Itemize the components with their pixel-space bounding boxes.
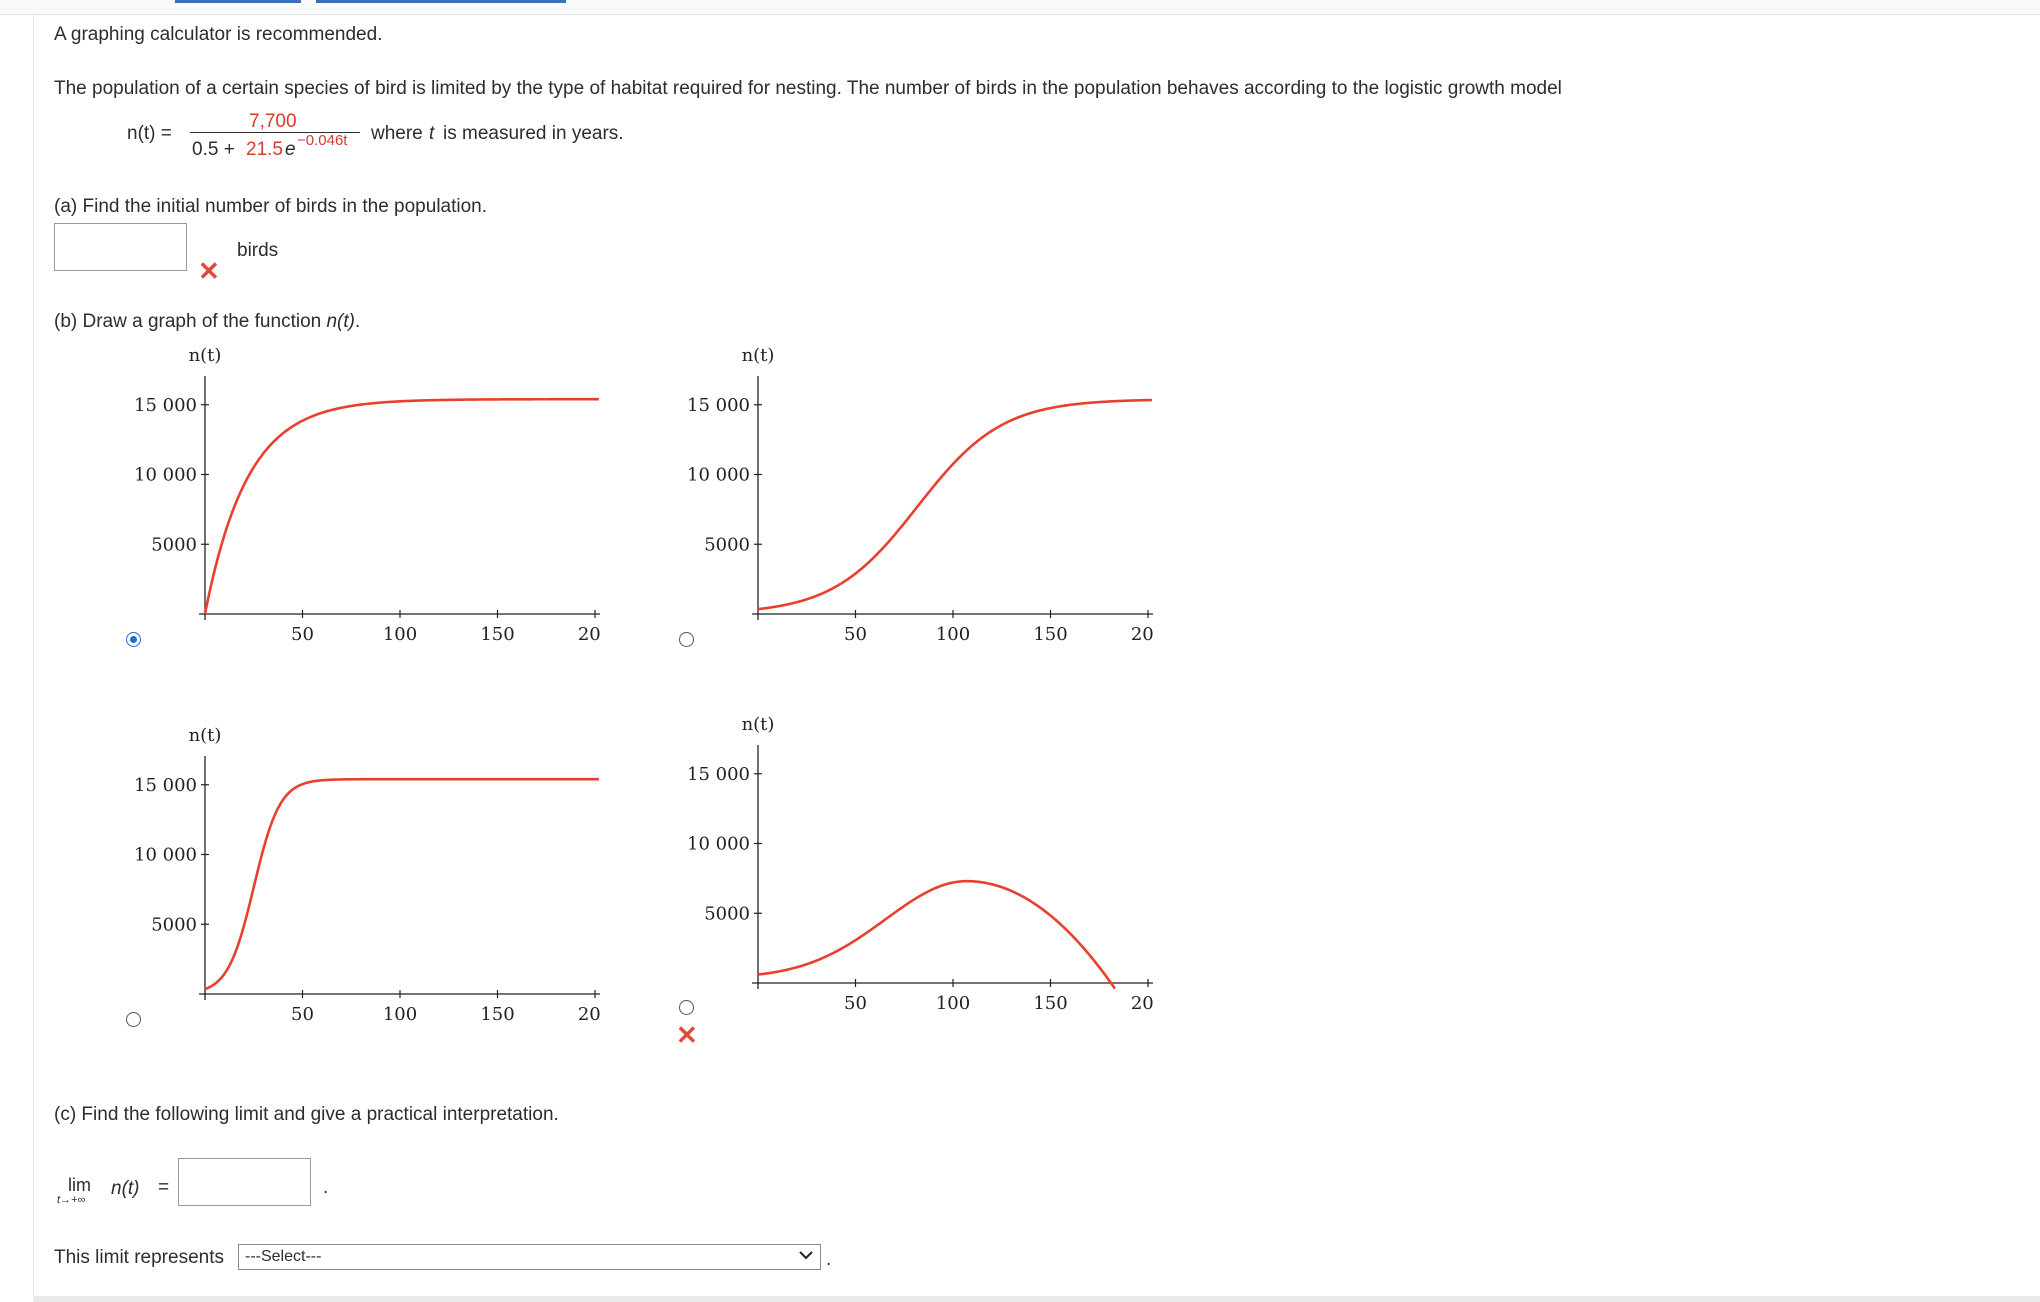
x-tick-label: 200 (1131, 624, 1153, 645)
x-tick-label: 150 (480, 1004, 514, 1025)
x-tick-label: 100 (383, 624, 417, 645)
x-tick-label: 50 (844, 993, 867, 1014)
x-tick-label: 200 (578, 624, 600, 645)
chevron-down-icon (799, 1251, 813, 1260)
y-tick-label: 10 000 (687, 465, 750, 486)
formula-denominator-coef: 21.5 (246, 139, 283, 160)
graph-option-2-radio[interactable] (679, 632, 694, 647)
tab-indicator (175, 0, 301, 3)
y-tick-label: 5000 (704, 903, 750, 924)
y-tick-label: 15 000 (134, 775, 197, 796)
y-tick-label: 5000 (151, 534, 197, 555)
formula-numerator: 7,700 (249, 111, 297, 132)
y-tick-label: 5000 (704, 534, 750, 555)
x-tick-label: 150 (1033, 993, 1067, 1014)
x-tick-label: 100 (383, 1004, 417, 1025)
limit-period: . (323, 1177, 329, 1198)
select-value: ---Select--- (245, 1248, 322, 1265)
y-tick-label: 5000 (151, 914, 197, 935)
fraction-bar (190, 132, 360, 133)
graph-option-1-radio[interactable] (126, 632, 141, 647)
limit-interpretation-select[interactable]: ---Select--- (238, 1244, 821, 1270)
x-tick-label: 200 (578, 1004, 600, 1025)
limit-function: n(t) (111, 1178, 140, 1199)
y-tick-label: 10 000 (134, 845, 197, 866)
close-icon: ✕ (198, 256, 220, 286)
content-footer-rule (33, 1296, 2040, 1302)
initial-birds-input[interactable] (54, 223, 187, 271)
formula-tail-pre: where (371, 123, 423, 144)
limit-represents-label: This limit represents (54, 1247, 224, 1268)
x-tick-label: 150 (1033, 624, 1067, 645)
formula-denominator-const: 0.5 + (192, 139, 235, 160)
y-axis-label: n(t) (742, 345, 775, 366)
birds-unit-label: birds (237, 240, 279, 261)
y-tick-label: 10 000 (687, 834, 750, 855)
y-tick-label: 10 000 (134, 465, 197, 486)
part-b-prompt: (b) Draw a graph of the function n(t). (54, 312, 360, 331)
part-b-prompt-pre: (b) Draw a graph of the function (54, 311, 322, 332)
formula-exponent: −0.046t (297, 132, 348, 149)
function-curve (203, 397, 599, 615)
formula-exp-base: e (285, 139, 296, 160)
part-b-prompt-post: . (354, 311, 361, 332)
top-toolbar (0, 0, 2040, 15)
part-a-prompt: (a) Find the initial number of birds in … (54, 196, 488, 217)
intro-text: A graphing calculator is recommended. (54, 24, 383, 45)
function-curve (757, 879, 1116, 990)
x-tick-label: 50 (844, 624, 867, 645)
y-axis-label: n(t) (189, 345, 222, 366)
problem-text: The population of a certain species of b… (54, 78, 1562, 99)
x-tick-label: 50 (291, 624, 314, 645)
limit-subscript: t→+∞ (57, 1194, 86, 1206)
x-tick-label: 50 (291, 1004, 314, 1025)
x-tick-label: 100 (936, 993, 970, 1014)
y-axis-label: n(t) (189, 725, 222, 746)
limit-lim: lim (68, 1175, 91, 1195)
part-b-prompt-fn: n(t) (326, 311, 355, 332)
y-axis-label: n(t) (742, 714, 775, 735)
graph-option-4-radio[interactable] (679, 1000, 694, 1015)
formula-tail-var: t (429, 123, 435, 144)
x-tick-label: 100 (936, 624, 970, 645)
formula-lhs: n(t) = (127, 123, 172, 144)
y-tick-label: 15 000 (134, 395, 197, 416)
part-c-prompt: (c) Find the following limit and give a … (54, 1104, 559, 1125)
content-border (33, 14, 34, 1300)
formula-tail-post: is measured in years. (443, 123, 624, 144)
select-trailing-period: . (826, 1249, 832, 1270)
graph-option-3-radio[interactable] (126, 1012, 141, 1027)
limit-value-input[interactable] (178, 1158, 311, 1206)
function-curve (204, 777, 599, 991)
x-tick-label: 200 (1131, 993, 1153, 1014)
y-tick-label: 15 000 (687, 395, 750, 416)
y-tick-label: 15 000 (687, 764, 750, 785)
x-tick-label: 150 (480, 624, 514, 645)
close-icon: ✕ (676, 1020, 698, 1050)
tab-indicator (316, 0, 566, 3)
function-curve (757, 398, 1152, 611)
limit-equals: = (158, 1177, 170, 1198)
